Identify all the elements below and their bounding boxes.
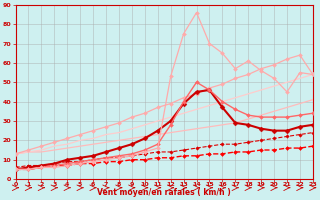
X-axis label: Vent moyen/en rafales ( km/h ): Vent moyen/en rafales ( km/h ) [97, 188, 231, 197]
